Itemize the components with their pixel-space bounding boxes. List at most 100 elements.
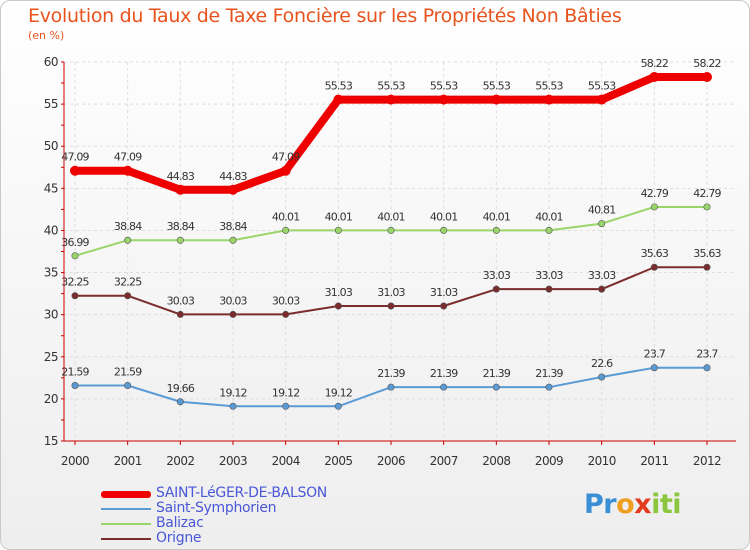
legend-label: Balizac xyxy=(156,515,204,531)
y-tick-label: 60 xyxy=(44,55,58,69)
data-label: 42.79 xyxy=(693,187,721,200)
data-label: 30.03 xyxy=(167,294,195,307)
data-point xyxy=(492,285,500,293)
data-point xyxy=(176,310,184,318)
data-point xyxy=(438,94,449,105)
data-label: 19.12 xyxy=(325,386,353,399)
proxiti-logo: Proxiti xyxy=(584,489,682,520)
y-tick-label: 50 xyxy=(44,139,58,153)
data-point xyxy=(386,94,396,105)
data-label: 36.99 xyxy=(61,236,89,249)
data-label: 40.01 xyxy=(377,210,405,223)
data-point xyxy=(703,263,711,271)
data-label: 58.22 xyxy=(641,57,669,70)
data-label: 40.81 xyxy=(588,204,616,217)
data-point xyxy=(545,226,553,234)
data-point xyxy=(650,364,658,372)
data-label: 31.03 xyxy=(377,286,405,299)
data-label: 35.63 xyxy=(641,247,669,260)
x-tick-label: 2008 xyxy=(482,454,510,468)
data-label: 21.39 xyxy=(535,367,563,380)
y-tick-label: 30 xyxy=(44,308,58,322)
data-point xyxy=(598,373,606,381)
data-label: 38.84 xyxy=(114,220,142,233)
data-point xyxy=(387,383,395,391)
chart-title: Evolution du Taux de Taxe Foncière sur l… xyxy=(28,5,622,27)
data-point xyxy=(124,381,132,389)
data-point xyxy=(70,165,80,176)
data-label: 22.6 xyxy=(591,357,613,370)
x-tick-label: 2001 xyxy=(114,454,142,468)
legend-swatch xyxy=(101,491,151,498)
data-label: 58.22 xyxy=(693,57,721,70)
data-point xyxy=(71,381,79,389)
y-tick-label: 15 xyxy=(44,434,58,448)
data-label: 55.53 xyxy=(588,80,616,93)
data-point xyxy=(440,226,448,234)
series-group xyxy=(70,71,712,410)
data-label: 19.12 xyxy=(219,386,247,399)
data-label: 40.01 xyxy=(325,210,353,223)
data-point xyxy=(228,184,238,195)
data-label: 21.59 xyxy=(61,365,89,378)
y-tick-label: 40 xyxy=(44,223,58,237)
data-label: 55.53 xyxy=(430,80,458,93)
data-label: 40.01 xyxy=(483,210,511,223)
logo-part: Pr xyxy=(584,489,617,520)
data-label: 55.53 xyxy=(377,80,405,93)
data-point xyxy=(282,226,290,234)
legend-label: Origne xyxy=(156,530,202,546)
data-point xyxy=(175,184,186,195)
data-label: 23.7 xyxy=(644,348,666,361)
data-point xyxy=(229,236,237,244)
x-tick-label: 2012 xyxy=(693,454,721,468)
data-label: 35.63 xyxy=(693,247,721,260)
data-label: 47.09 xyxy=(114,151,142,164)
data-label: 19.66 xyxy=(167,382,195,395)
data-point xyxy=(703,203,711,211)
data-point xyxy=(71,252,79,260)
y-tick-label: 25 xyxy=(44,350,58,364)
data-label: 55.53 xyxy=(325,80,353,93)
logo-part: iti xyxy=(651,489,682,520)
data-point xyxy=(124,292,132,300)
x-tick-label: 2011 xyxy=(640,454,668,468)
data-point xyxy=(492,226,500,234)
data-label: 21.59 xyxy=(114,365,142,378)
data-point xyxy=(124,236,132,244)
data-label: 40.01 xyxy=(430,210,458,223)
data-label: 40.01 xyxy=(272,210,300,223)
data-label: 30.03 xyxy=(272,294,300,307)
data-label: 23.7 xyxy=(696,348,718,361)
x-tick-label: 2005 xyxy=(324,454,352,468)
data-point xyxy=(491,94,502,105)
x-tick-label: 2000 xyxy=(61,454,89,468)
x-tick-label: 2006 xyxy=(377,454,405,468)
data-label: 55.53 xyxy=(535,80,563,93)
data-point xyxy=(702,71,712,82)
data-point xyxy=(282,310,290,318)
data-label: 21.39 xyxy=(377,367,405,380)
y-tick-label: 45 xyxy=(44,181,58,195)
data-label: 44.83 xyxy=(219,170,247,183)
data-point xyxy=(334,402,342,410)
data-point xyxy=(649,71,660,82)
grid-lines xyxy=(64,61,736,442)
data-label: 47.09 xyxy=(272,151,300,164)
data-label: 55.53 xyxy=(483,80,511,93)
y-tick-label: 20 xyxy=(44,392,58,406)
logo-part: x xyxy=(634,489,652,520)
data-label: 33.03 xyxy=(535,269,563,282)
data-label: 38.84 xyxy=(219,220,247,233)
data-point xyxy=(176,398,184,406)
data-point xyxy=(280,165,291,176)
y-tick-label: 35 xyxy=(44,266,58,280)
data-point xyxy=(282,402,290,410)
data-label: 32.25 xyxy=(114,276,142,289)
data-label: 33.03 xyxy=(588,269,616,282)
data-label: 32.25 xyxy=(61,276,89,289)
data-label: 44.83 xyxy=(167,170,195,183)
data-point xyxy=(333,94,344,105)
data-point xyxy=(334,302,342,310)
